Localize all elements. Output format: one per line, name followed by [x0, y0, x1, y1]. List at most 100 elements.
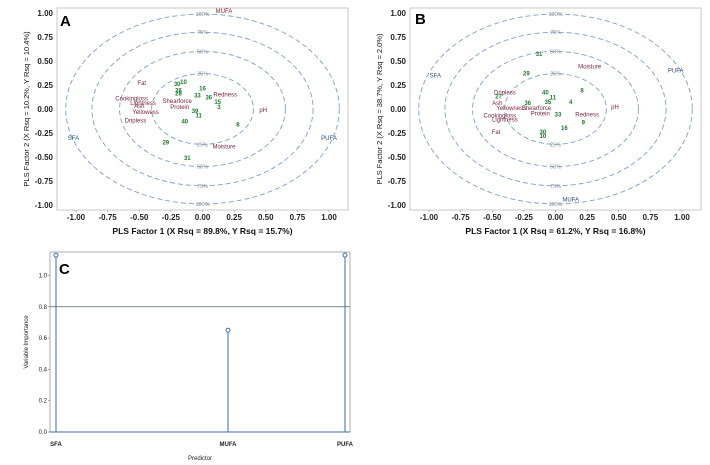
x-tick-label: 0.25 [226, 213, 242, 222]
response-label: Dripless [125, 118, 147, 124]
y-tick-label: 1.00 [37, 9, 53, 18]
x-tick-label: -0.50 [130, 213, 149, 222]
observation-label: 3 [217, 105, 221, 111]
observation-label: 36 [205, 95, 212, 101]
y-tick-label: -1.00 [388, 201, 407, 210]
observation-label: 35 [545, 100, 552, 106]
circle-ring [119, 50, 286, 168]
y-tick-label: 0.8 [39, 305, 48, 311]
response-label: Fat [137, 81, 146, 87]
y-tick-label: 0.50 [37, 57, 53, 66]
response-label: Shearforce [163, 99, 193, 105]
ring-label: 75% [550, 30, 561, 36]
x-tick-label: 0.50 [611, 213, 627, 222]
x-axis-label: PLS Factor 1 (X Rsq = 61.2%, Y Rsq = 16.… [465, 226, 645, 236]
x-variable-label: SFA [430, 73, 441, 79]
observation-label: 33 [555, 113, 562, 119]
observation-label: 30 [540, 130, 547, 136]
ring-label: 100% [195, 12, 209, 18]
y-tick-label: -0.25 [35, 129, 54, 138]
observation-label: 11 [550, 95, 557, 101]
panel-label: A [60, 13, 71, 30]
circle-ring [65, 13, 340, 205]
response-label: Redness [213, 92, 237, 98]
circle-ring [444, 31, 667, 187]
y-tick-label: 1.00 [390, 9, 406, 18]
x-tick-label: 0.75 [290, 213, 306, 222]
x-tick-label: -1.00 [420, 213, 439, 222]
x-variable-label: PUFA [668, 68, 684, 74]
observation-label: 39 [192, 109, 199, 115]
observation-label: 8 [236, 122, 240, 128]
x-tick-label: PUFA [337, 442, 354, 448]
ring-label: 100% [548, 202, 562, 208]
observation-label: 40 [542, 91, 549, 97]
observation-label: 31 [536, 52, 543, 58]
needle-marker [342, 252, 348, 258]
x-tick-label: -0.75 [451, 213, 470, 222]
y-tick-label: 0.00 [37, 105, 53, 114]
x-tick-label: 0.50 [258, 213, 274, 222]
ring-label: 50% [550, 165, 561, 171]
y-tick-label: -0.75 [388, 177, 407, 186]
y-tick-label: 0.25 [37, 81, 53, 90]
y-tick-label: 0.4 [39, 367, 48, 373]
ring-label: 75% [197, 184, 208, 190]
x-tick-label: -1.00 [67, 213, 86, 222]
y-tick-label: -0.75 [35, 177, 54, 186]
panel-label: B [415, 11, 426, 28]
observation-label: 29 [162, 141, 169, 147]
response-label: Yellowness [496, 106, 526, 112]
observation-label: 36 [524, 101, 531, 107]
response-label: Protein [170, 105, 189, 111]
observation-label: 27 [495, 94, 502, 100]
response-label: Ash [492, 101, 502, 107]
response-label: Moisture [578, 65, 602, 71]
observation-label: 29 [523, 71, 530, 77]
circle-ring [91, 31, 314, 187]
circle-ring [504, 73, 607, 145]
circle-ring [472, 50, 639, 168]
observation-label: 10 [540, 134, 547, 140]
x-variable-label: SFA [68, 136, 79, 142]
observation-label: 15 [214, 100, 221, 106]
y-tick-label: -0.50 [35, 153, 54, 162]
observation-label: 16 [561, 126, 568, 132]
needle-marker [225, 327, 231, 333]
y-axis-label: Variable Importance [24, 315, 30, 369]
circle-ring [418, 13, 693, 205]
observation-label: 11 [196, 114, 203, 120]
y-axis-label: PLS Factor 2 (X Rsq = 10.2%, Y Rsq = 10.… [22, 31, 31, 187]
observation-label: 40 [181, 119, 188, 125]
response-label: Ash [134, 104, 144, 110]
observation-label: 9 [582, 120, 586, 126]
response-label: Cookingloss [115, 96, 148, 102]
y-tick-label: 0.75 [390, 33, 406, 42]
x-axis-label: PLS Factor 1 (X Rsq = 89.8%, Y Rsq = 15.… [112, 226, 292, 236]
response-label: Shearforce [522, 106, 552, 112]
observation-label: 31 [184, 156, 191, 162]
response-label: pH [259, 108, 267, 114]
y-tick-label: -1.00 [35, 201, 54, 210]
x-variable-label: MUFA [562, 197, 579, 203]
y-tick-label: 0.25 [390, 81, 406, 90]
response-label: Redness [575, 113, 599, 119]
response-label: Dripless [494, 91, 516, 97]
y-axis-label: PLS Factor 2 (X Rsq = 38.7%, Y Rsq = 2.0… [375, 33, 384, 185]
x-tick-label: -0.25 [515, 213, 534, 222]
x-tick-label: 0.25 [579, 213, 595, 222]
observation-label: 4 [569, 100, 573, 106]
response-label: Yellowess [132, 110, 158, 116]
ring-label: 50% [550, 49, 561, 55]
observation-label: 28 [175, 92, 182, 98]
ring-label: 100% [548, 12, 562, 18]
x-tick-label: 0.00 [195, 213, 211, 222]
x-tick-label: 0.00 [548, 213, 564, 222]
ring-label: 100% [195, 202, 209, 208]
y-tick-label: -0.25 [388, 129, 407, 138]
ring-label: 25% [197, 72, 208, 78]
plot-frame [409, 7, 702, 211]
y-tick-label: 0.00 [390, 105, 406, 114]
observation-label: 10 [180, 80, 187, 86]
